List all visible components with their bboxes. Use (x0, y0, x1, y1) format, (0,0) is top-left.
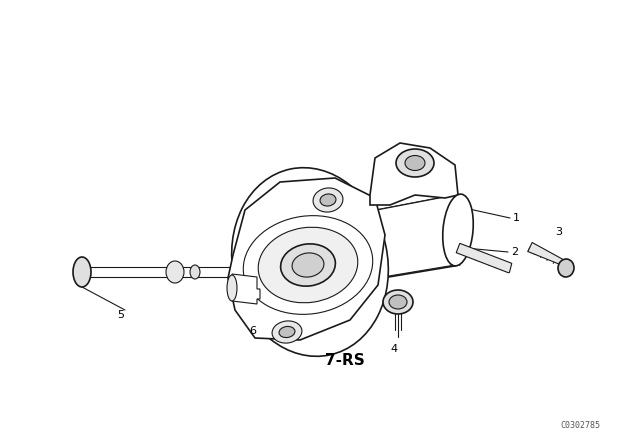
Text: 3: 3 (555, 227, 562, 237)
Ellipse shape (313, 188, 343, 212)
Polygon shape (370, 143, 458, 205)
Text: C0302785: C0302785 (560, 421, 600, 430)
Ellipse shape (227, 275, 237, 301)
Ellipse shape (280, 244, 335, 286)
Polygon shape (456, 243, 512, 273)
Ellipse shape (383, 290, 413, 314)
Ellipse shape (232, 168, 388, 356)
Polygon shape (232, 274, 260, 304)
Ellipse shape (443, 194, 473, 266)
Ellipse shape (272, 321, 302, 343)
Polygon shape (228, 178, 385, 340)
Ellipse shape (190, 265, 200, 279)
Ellipse shape (396, 149, 434, 177)
Text: 6: 6 (250, 326, 257, 336)
Polygon shape (528, 242, 569, 268)
Polygon shape (335, 195, 460, 285)
Ellipse shape (558, 259, 574, 277)
Ellipse shape (292, 253, 324, 277)
Ellipse shape (405, 155, 425, 171)
Ellipse shape (243, 215, 372, 314)
Ellipse shape (389, 295, 407, 309)
Ellipse shape (320, 194, 336, 206)
Ellipse shape (279, 327, 295, 337)
Ellipse shape (166, 261, 184, 283)
Text: 1: 1 (513, 213, 520, 223)
Ellipse shape (258, 227, 358, 303)
Ellipse shape (73, 257, 91, 287)
Text: 7-RS: 7-RS (325, 353, 365, 367)
Text: 2: 2 (511, 247, 518, 257)
Text: 5: 5 (117, 310, 124, 320)
Text: 4: 4 (390, 344, 397, 354)
